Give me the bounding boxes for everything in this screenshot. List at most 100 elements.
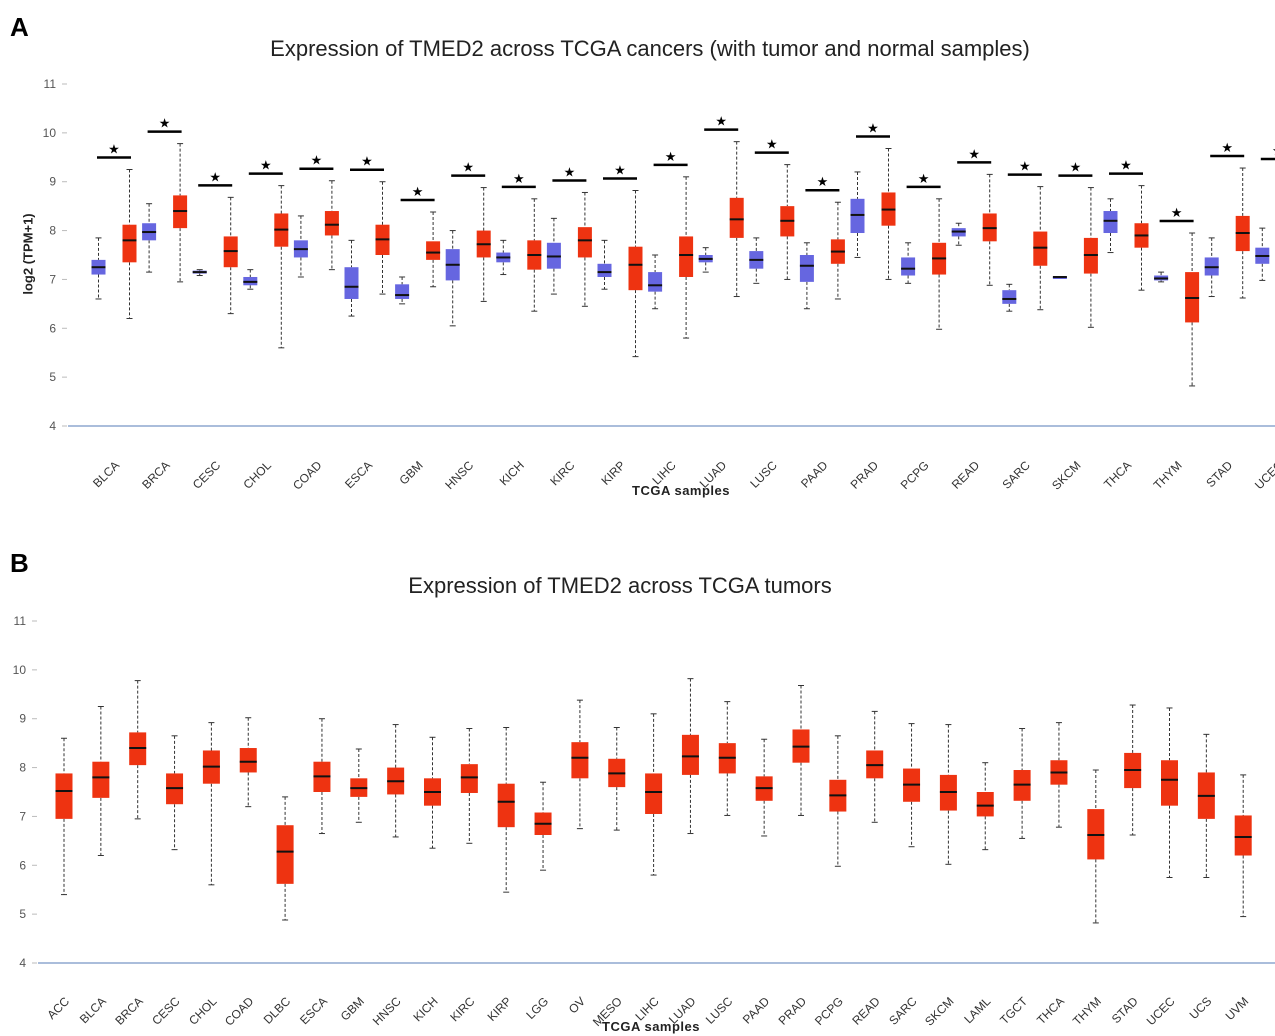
tumor-box-stad [1124, 704, 1142, 836]
y-tick-label: 4 [19, 956, 26, 970]
iqr-box [1234, 815, 1252, 856]
iqr-box [395, 284, 410, 299]
chart-panel-b: 4 5 6 7 8 9 10 11 ACC BLCA BRCA CESC CHOL COAD DLBC ESC… [13, 614, 1275, 1029]
iqr-box [571, 742, 589, 779]
iqr-box [901, 257, 916, 276]
tumor-box-coad [239, 717, 257, 808]
y-tick-label: 9 [49, 175, 56, 189]
tumor-box-pcpg [829, 735, 847, 867]
category-label: LAML [961, 994, 993, 1026]
iqr-box [799, 255, 814, 282]
tumor-box-dlbc [276, 796, 294, 921]
significance-star: ★ [665, 150, 677, 165]
iqr-box [976, 792, 994, 817]
category-label: UCEC [1144, 994, 1178, 1028]
iqr-box [460, 764, 478, 793]
significance-star: ★ [1221, 141, 1233, 156]
significance-star: ★ [159, 117, 171, 132]
tumor-box-lihc [645, 713, 663, 876]
y-tick-label: 8 [19, 761, 26, 775]
tumor-box-chol [274, 185, 289, 349]
iqr-box [426, 241, 441, 260]
tumor-box-thca [1050, 722, 1068, 828]
normal-box-lusc [749, 237, 764, 284]
significance-star: ★ [1171, 206, 1183, 221]
iqr-box [577, 227, 592, 258]
iqr-box [1161, 760, 1178, 806]
category-label: READ [849, 994, 883, 1028]
normal-box-brca [142, 203, 157, 273]
normal-box-lihc [648, 254, 663, 310]
y-tick-label: 5 [19, 907, 26, 921]
tumor-box-blca [92, 706, 110, 857]
y-tick-label: 7 [49, 272, 56, 286]
category-label: STAD [1203, 458, 1235, 490]
category-label: CHOL [240, 458, 274, 492]
category-label: MESO [590, 994, 625, 1029]
significance-star: ★ [1070, 161, 1082, 176]
tumor-box-paad [830, 201, 845, 300]
significance-star: ★ [715, 115, 727, 130]
tumor-box-ucs [1197, 733, 1215, 878]
category-label: PAAD [740, 994, 773, 1027]
chart-title-b: Expression of TMED2 across TCGA tumors [408, 573, 832, 598]
significance-star: ★ [918, 172, 930, 187]
tumor-box-coad [324, 180, 339, 271]
category-label: THCA [1101, 458, 1134, 491]
tumor-box-kirp [497, 727, 515, 893]
tumor-box-acc [55, 737, 73, 896]
x-axis-label-b: TCGA samples [602, 1019, 700, 1034]
category-label: BRCA [112, 994, 145, 1027]
category-label: KIRP [598, 458, 628, 488]
category-label: KIRC [447, 994, 477, 1024]
category-label: SARC [999, 458, 1033, 492]
normal-box-ucec [1255, 227, 1270, 281]
normal-box-kirc [546, 217, 561, 295]
significance-star: ★ [867, 121, 879, 136]
category-label: COAD [222, 994, 257, 1029]
category-label: SKCM [922, 994, 956, 1028]
tumor-box-brca [173, 143, 188, 283]
tumor-box-luad [729, 141, 744, 298]
category-label: CESC [190, 458, 224, 492]
tumor-box-read [866, 710, 884, 823]
tumor-box-uvm [1234, 774, 1252, 918]
iqr-box [324, 211, 339, 236]
normal-box-kirp [597, 239, 612, 290]
tumor-box-kirp [628, 190, 643, 358]
y-tick-label: 6 [19, 858, 26, 872]
tumor-box-gbm [426, 211, 441, 288]
tumor-box-chol [202, 722, 220, 886]
category-label: BLCA [90, 458, 122, 490]
tumor-box-prad [881, 147, 896, 280]
tumor-box-ucec [1161, 707, 1178, 878]
tumor-box-cesc [223, 196, 238, 315]
significance-star: ★ [311, 154, 323, 169]
category-label: BRCA [139, 458, 172, 491]
category-label: PRAD [848, 458, 882, 492]
category-label: THYM [1151, 458, 1185, 492]
tumor-box-meso [608, 727, 626, 831]
category-label: PRAD [776, 994, 810, 1028]
category-label: BLCA [77, 994, 109, 1026]
tumor-box-pcpg [932, 198, 947, 330]
category-label: LUAD [666, 994, 699, 1027]
x-axis-label-a: TCGA samples [632, 483, 730, 498]
y-tick-label: 11 [44, 77, 57, 91]
tumor-box-skcm [939, 724, 957, 865]
category-label: KICH [497, 458, 527, 488]
category-label: THYM [1070, 994, 1104, 1028]
tumor-box-brca [129, 680, 147, 820]
tumor-box-thym [1185, 232, 1200, 387]
iqr-box [497, 783, 515, 828]
tumor-box-thca [1134, 185, 1149, 291]
category-label: ACC [44, 994, 72, 1022]
normal-box-sarc [1002, 283, 1017, 312]
tumor-box-hnsc [476, 187, 491, 302]
normal-box-kich [496, 239, 511, 276]
iqr-box [344, 267, 359, 299]
iqr-box [648, 272, 663, 292]
significance-star: ★ [412, 185, 424, 200]
category-label: LUAD [697, 458, 730, 491]
tumor-box-kirc [460, 727, 478, 844]
